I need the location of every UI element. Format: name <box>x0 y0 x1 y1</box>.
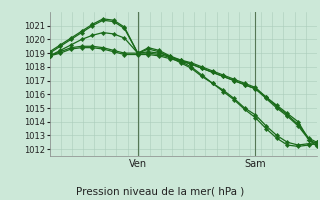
Text: Pression niveau de la mer( hPa ): Pression niveau de la mer( hPa ) <box>76 186 244 196</box>
